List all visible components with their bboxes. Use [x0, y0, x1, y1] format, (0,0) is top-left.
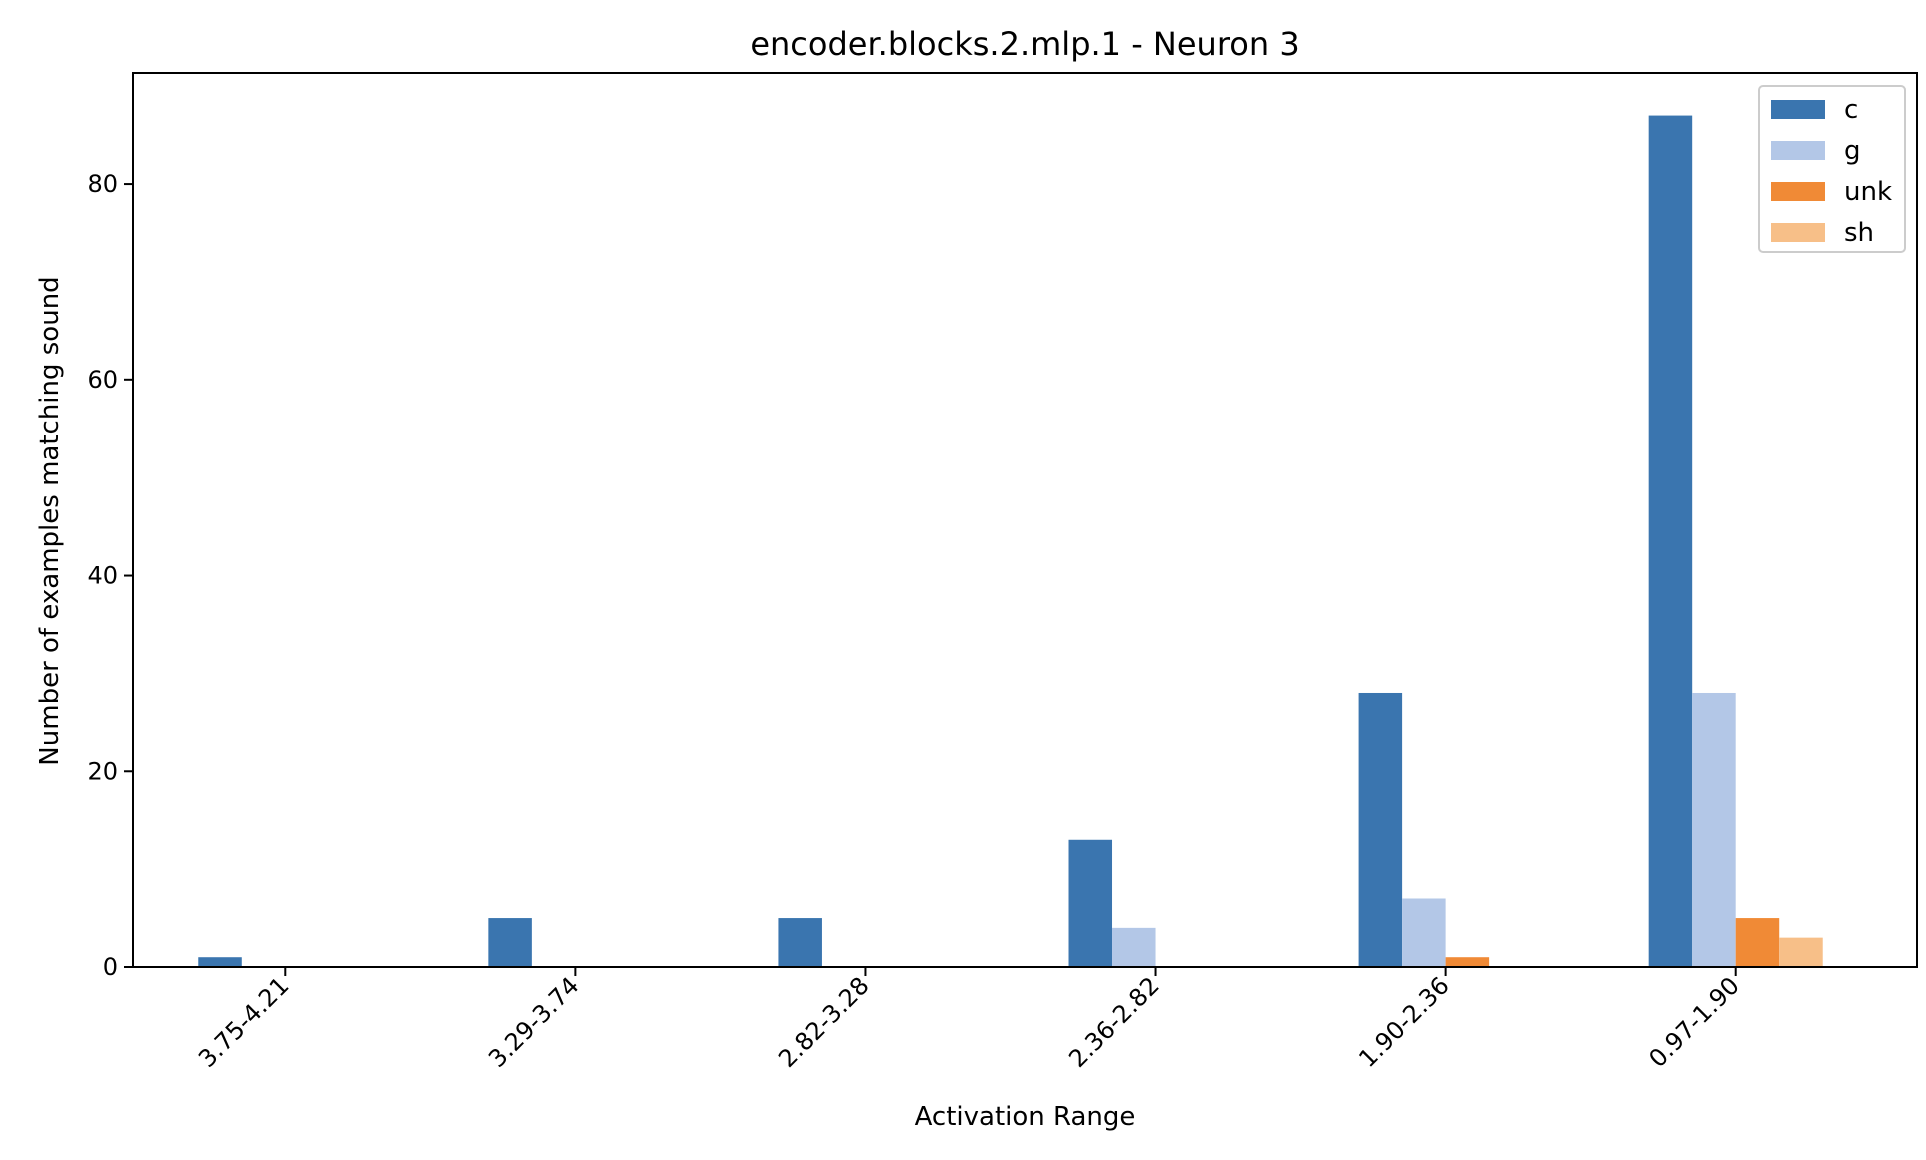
legend-swatch-sh	[1771, 223, 1825, 242]
y-tick-label-80: 80	[87, 170, 118, 198]
legend-label-unk: unk	[1844, 177, 1892, 207]
bar-c-3.29-3.74	[488, 918, 532, 967]
legend-label-g: g	[1844, 136, 1861, 166]
x-axis-label: Activation Range	[915, 1102, 1136, 1132]
legend-box	[1758, 85, 1906, 253]
legend-swatch-g	[1771, 141, 1825, 160]
y-tick-label-60: 60	[87, 366, 118, 394]
y-axis-label: Number of examples matching sound	[35, 276, 65, 765]
bar-c-1.90-2.36	[1358, 692, 1403, 967]
y-tick-label-0: 0	[103, 953, 118, 981]
chart-title: encoder.blocks.2.mlp.1 - Neuron 3	[750, 25, 1299, 63]
bar-c-0.97-1.90	[1648, 115, 1693, 968]
x-tick-label-2.36-2.82: 2.36-2.82	[1063, 971, 1165, 1073]
plot-frame	[132, 72, 1918, 968]
legend-label-sh: sh	[1844, 218, 1874, 248]
bar-g-1.90-2.36	[1402, 898, 1446, 967]
bar-sh-0.97-1.90	[1779, 937, 1823, 967]
bar-unk-0.97-1.90	[1735, 918, 1780, 967]
legend-swatch-c	[1771, 100, 1825, 119]
bar-unk-1.90-2.36	[1445, 957, 1490, 967]
y-tick-label-20: 20	[87, 757, 118, 785]
legend-label-c: c	[1844, 95, 1858, 125]
bar-g-0.97-1.90	[1692, 692, 1736, 967]
plot-area: 0 20 40 60 80 3.75-4.21 3.29-3.74 2.82-3.28 2.36…	[87, 72, 1918, 1073]
x-tick-label-3.75-4.21: 3.75-4.21	[193, 971, 295, 1073]
bar-c-3.75-4.21	[198, 957, 242, 967]
x-tick-label-3.29-3.74: 3.29-3.74	[483, 971, 585, 1073]
y-tick-label-40: 40	[87, 562, 118, 590]
x-tick-label-0.97-1.90: 0.97-1.90	[1643, 971, 1745, 1073]
legend-swatch-unk	[1771, 182, 1825, 201]
bar-g-2.36-2.82	[1112, 927, 1156, 967]
legend: cg unk sh	[1758, 85, 1906, 253]
x-tick-label-1.90-2.36: 1.90-2.36	[1353, 971, 1455, 1073]
x-tick-label-2.82-3.28: 2.82-3.28	[773, 971, 875, 1073]
bar-c-2.82-3.28	[778, 918, 822, 967]
bar-c-2.36-2.82	[1068, 839, 1113, 967]
